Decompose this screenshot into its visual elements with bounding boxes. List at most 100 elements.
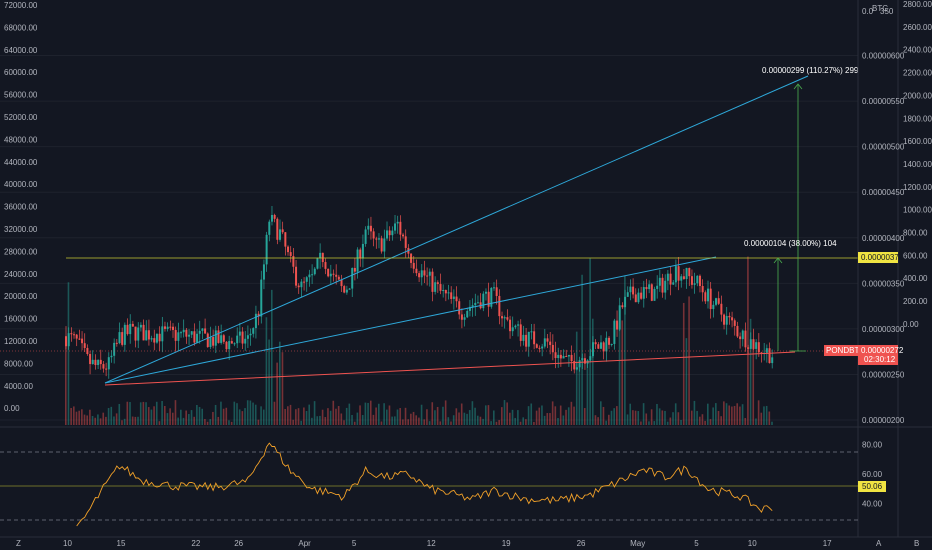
candle-body (198, 330, 201, 334)
right-axis[interactable]: 350 2800.00 2600.00 2400.00 2200.00 2000.00 1… (880, 0, 932, 329)
candle-body (450, 292, 453, 299)
candle-body (471, 305, 474, 307)
candle-body (107, 357, 110, 370)
volume-bar (145, 402, 147, 425)
volume-bar (73, 406, 75, 425)
candle-body (565, 356, 568, 358)
left-axis-tick-label: 0.00 (4, 404, 20, 413)
candle-body (666, 273, 669, 281)
volume-bar (220, 401, 222, 425)
candle-body (329, 273, 332, 277)
candle-body (337, 276, 340, 280)
candle-body (359, 249, 362, 259)
candle-body (474, 302, 477, 306)
candle-body (509, 319, 512, 332)
upper-trendline[interactable] (104, 75, 809, 384)
left-axis: 72000.00 68000.00 64000.00 60000.00 56000.00… (4, 1, 38, 413)
candle-body (549, 341, 552, 345)
candle-body (535, 344, 538, 348)
candle-body (201, 328, 204, 331)
volume-bar (484, 405, 487, 425)
candle-body (460, 314, 463, 320)
candle-body (241, 331, 244, 344)
time-axis[interactable]: 10 15 22 26 Apr 5 12 19 26 May 5 10 17 (63, 539, 832, 548)
right-axis-tick-label: 2800.00 (903, 0, 932, 9)
volume-bar (268, 339, 270, 425)
left-axis-tick-label: 68000.00 (4, 23, 38, 32)
volume-bar (680, 419, 682, 425)
log-scale-button[interactable]: B (914, 539, 919, 548)
volume-bar (511, 409, 514, 425)
volume-bar (709, 419, 712, 425)
volume-bar (578, 363, 581, 425)
candle-body (316, 258, 319, 269)
volume-bar (260, 406, 262, 425)
volume-bar (581, 274, 583, 425)
rsi-axis-tick-label: 40.00 (862, 500, 883, 509)
candle-body (260, 279, 263, 317)
candle-body (482, 293, 485, 309)
candle-body (404, 236, 407, 248)
volume-bar (297, 408, 300, 425)
volume-bar (131, 416, 134, 425)
candle-body (182, 329, 185, 333)
candle-body (447, 292, 450, 294)
volume-bar (340, 413, 343, 425)
volume-bar (707, 403, 709, 425)
candle-body (89, 354, 92, 365)
candle-body (575, 367, 578, 370)
volume-bar (180, 409, 182, 425)
volume-bar (388, 405, 391, 425)
candle-body (704, 292, 707, 302)
candle-body (554, 352, 557, 359)
right-axis-tick-label: 2400.00 (903, 46, 932, 55)
candle-body (760, 352, 763, 354)
candle-body (321, 252, 324, 263)
volume-bar (672, 412, 674, 425)
candle-body (674, 266, 677, 283)
volume-bar (281, 352, 284, 425)
price-axis-tick-label: 0.00000550 (862, 97, 905, 106)
volume-bar (129, 402, 131, 425)
candle-body (658, 277, 661, 286)
price-axis[interactable]: 0.0 BTC 0.00000600 0.00000550 0.00000500 0.… (862, 4, 905, 425)
candle-body (399, 221, 402, 235)
candle-body (731, 317, 734, 321)
candle-body (642, 287, 645, 299)
volume-bar (230, 421, 233, 425)
auto-scale-button[interactable]: A (876, 539, 882, 548)
volume-bar (351, 414, 353, 425)
volume-bar (300, 420, 302, 425)
volume-bar (359, 405, 361, 425)
volume-bar (404, 407, 407, 425)
left-axis-tick-label: 24000.00 (4, 270, 38, 279)
volume-bar (573, 406, 575, 425)
volume-bar (747, 256, 749, 425)
candle-body (755, 342, 758, 349)
volume-bar (241, 411, 244, 425)
volume-bar (591, 318, 594, 425)
candle-body (383, 238, 386, 252)
time-axis-tick-label: 15 (117, 539, 126, 548)
volume-bar (110, 406, 113, 425)
volume-bar (613, 408, 615, 425)
candle-body (562, 356, 565, 359)
candle-body (669, 273, 672, 285)
candle-body (73, 334, 76, 336)
volume-bar (466, 413, 468, 425)
candle-body (610, 343, 613, 345)
volume-bar (423, 419, 426, 425)
rsi-current-value: 50.06 (862, 482, 883, 491)
volume-bar (624, 275, 626, 425)
candle-body (212, 337, 215, 346)
zoom-reset-button[interactable]: Z (16, 539, 21, 548)
price-axis-tick-label: 0.00000500 (862, 143, 905, 152)
rsi-axis[interactable]: 80.00 60.00 40.00 (862, 441, 883, 509)
middle-trendline[interactable] (104, 256, 717, 384)
lower-support-line[interactable] (104, 351, 796, 386)
drawings[interactable]: 0.00000299 (110.27%) 299 0.00000104 (38.… (0, 66, 859, 386)
volume-bar (487, 405, 490, 425)
volume-bar (693, 400, 696, 425)
volume-bar (238, 409, 241, 425)
